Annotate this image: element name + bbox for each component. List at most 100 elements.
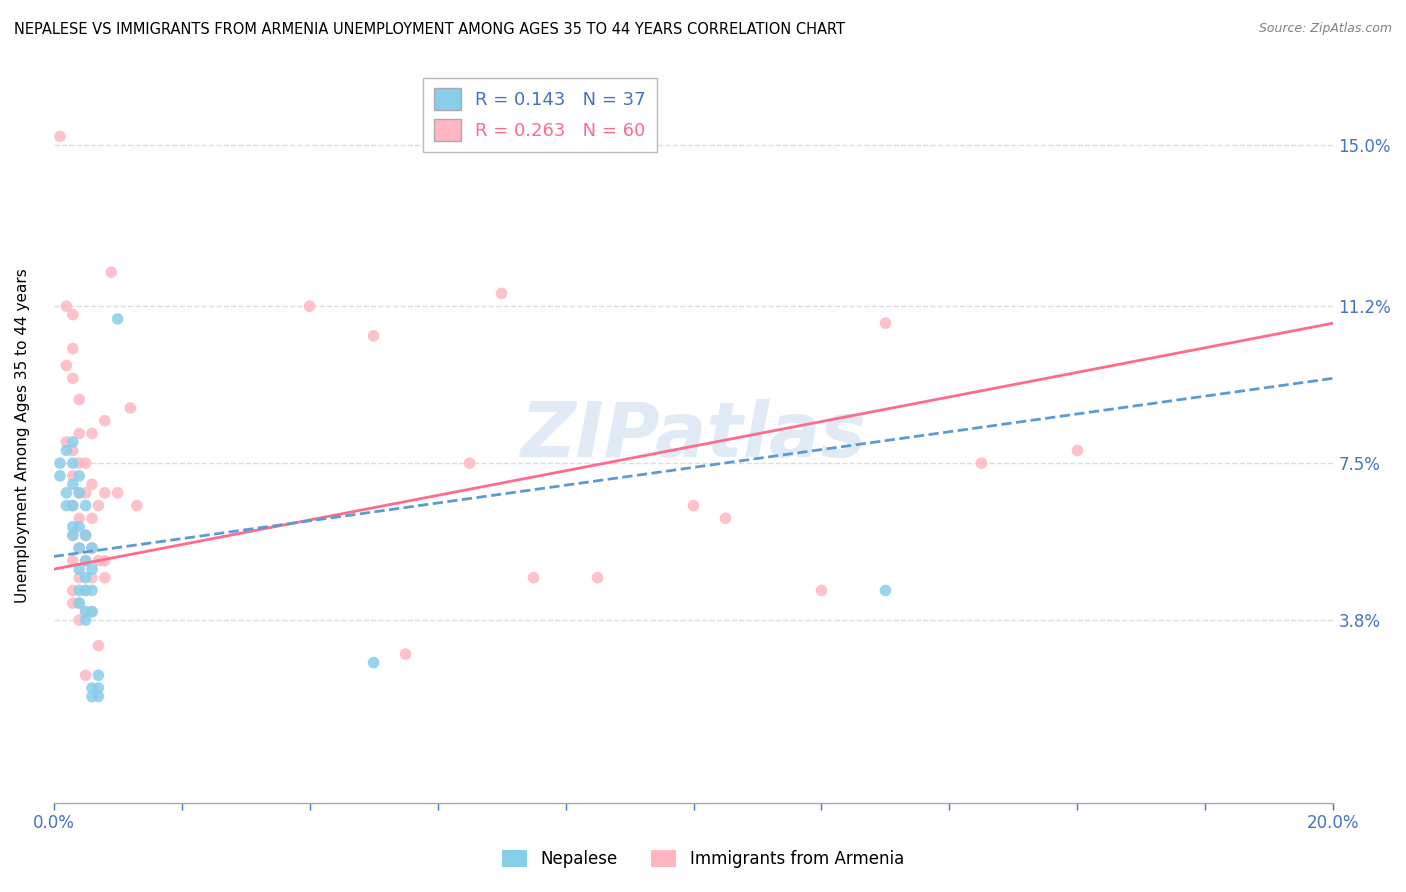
Point <box>298 299 321 313</box>
Point <box>62 499 84 513</box>
Point <box>62 456 84 470</box>
Point <box>67 468 90 483</box>
Point <box>55 434 77 449</box>
Point <box>62 434 84 449</box>
Point <box>682 499 704 513</box>
Point <box>62 371 84 385</box>
Point <box>62 583 84 598</box>
Point <box>75 499 97 513</box>
Point <box>75 554 97 568</box>
Point <box>55 299 77 313</box>
Point <box>107 486 129 500</box>
Point <box>55 359 77 373</box>
Point <box>62 554 84 568</box>
Point <box>67 486 90 500</box>
Point <box>80 571 103 585</box>
Point <box>62 520 84 534</box>
Point <box>363 329 385 343</box>
Point <box>67 541 90 555</box>
Point <box>49 468 72 483</box>
Point <box>62 499 84 513</box>
Point <box>62 596 84 610</box>
Point <box>67 596 90 610</box>
Point <box>80 681 103 695</box>
Point <box>80 541 103 555</box>
Point <box>80 511 103 525</box>
Point <box>80 583 103 598</box>
Point <box>80 690 103 704</box>
Point <box>55 499 77 513</box>
Point <box>394 647 416 661</box>
Point <box>49 456 72 470</box>
Text: NEPALESE VS IMMIGRANTS FROM ARMENIA UNEMPLOYMENT AMONG AGES 35 TO 44 YEARS CORRE: NEPALESE VS IMMIGRANTS FROM ARMENIA UNEM… <box>14 22 845 37</box>
Point <box>62 443 84 458</box>
Point <box>62 528 84 542</box>
Point <box>55 486 77 500</box>
Point <box>94 554 117 568</box>
Point <box>75 571 97 585</box>
Point <box>810 583 832 598</box>
Point <box>522 571 544 585</box>
Point <box>491 286 513 301</box>
Y-axis label: Unemployment Among Ages 35 to 44 years: Unemployment Among Ages 35 to 44 years <box>15 268 30 603</box>
Point <box>67 456 90 470</box>
Point <box>62 468 84 483</box>
Point <box>49 129 72 144</box>
Point <box>94 414 117 428</box>
Point <box>875 583 897 598</box>
Point <box>94 486 117 500</box>
Point <box>75 583 97 598</box>
Point <box>87 554 110 568</box>
Point <box>55 443 77 458</box>
Point <box>120 401 142 415</box>
Point <box>586 571 609 585</box>
Point <box>970 456 993 470</box>
Point <box>62 477 84 491</box>
Point <box>80 426 103 441</box>
Point <box>75 528 97 542</box>
Point <box>80 477 103 491</box>
Point <box>62 528 84 542</box>
Point <box>1066 443 1088 458</box>
Point <box>94 571 117 585</box>
Point <box>67 613 90 627</box>
Point <box>67 571 90 585</box>
Point <box>125 499 148 513</box>
Point <box>75 456 97 470</box>
Point <box>80 541 103 555</box>
Point <box>75 605 97 619</box>
Point <box>62 308 84 322</box>
Point <box>107 311 129 326</box>
Point <box>875 316 897 330</box>
Point <box>80 562 103 576</box>
Point <box>67 426 90 441</box>
Point <box>67 562 90 576</box>
Point <box>67 520 90 534</box>
Legend: Nepalese, Immigrants from Armenia: Nepalese, Immigrants from Armenia <box>495 843 911 875</box>
Point <box>75 668 97 682</box>
Point <box>87 681 110 695</box>
Point <box>100 265 122 279</box>
Point <box>75 605 97 619</box>
Point <box>75 528 97 542</box>
Point <box>75 554 97 568</box>
Point <box>67 511 90 525</box>
Point <box>67 392 90 407</box>
Point <box>62 342 84 356</box>
Point <box>80 605 103 619</box>
Legend: R = 0.143   N = 37, R = 0.263   N = 60: R = 0.143 N = 37, R = 0.263 N = 60 <box>423 78 657 153</box>
Point <box>87 690 110 704</box>
Point <box>67 583 90 598</box>
Point <box>87 639 110 653</box>
Point <box>363 656 385 670</box>
Point <box>714 511 737 525</box>
Point <box>80 605 103 619</box>
Point <box>67 541 90 555</box>
Point <box>75 486 97 500</box>
Point <box>87 668 110 682</box>
Point <box>75 613 97 627</box>
Text: ZIPatlas: ZIPatlas <box>520 399 866 473</box>
Point <box>75 583 97 598</box>
Text: Source: ZipAtlas.com: Source: ZipAtlas.com <box>1258 22 1392 36</box>
Point <box>67 596 90 610</box>
